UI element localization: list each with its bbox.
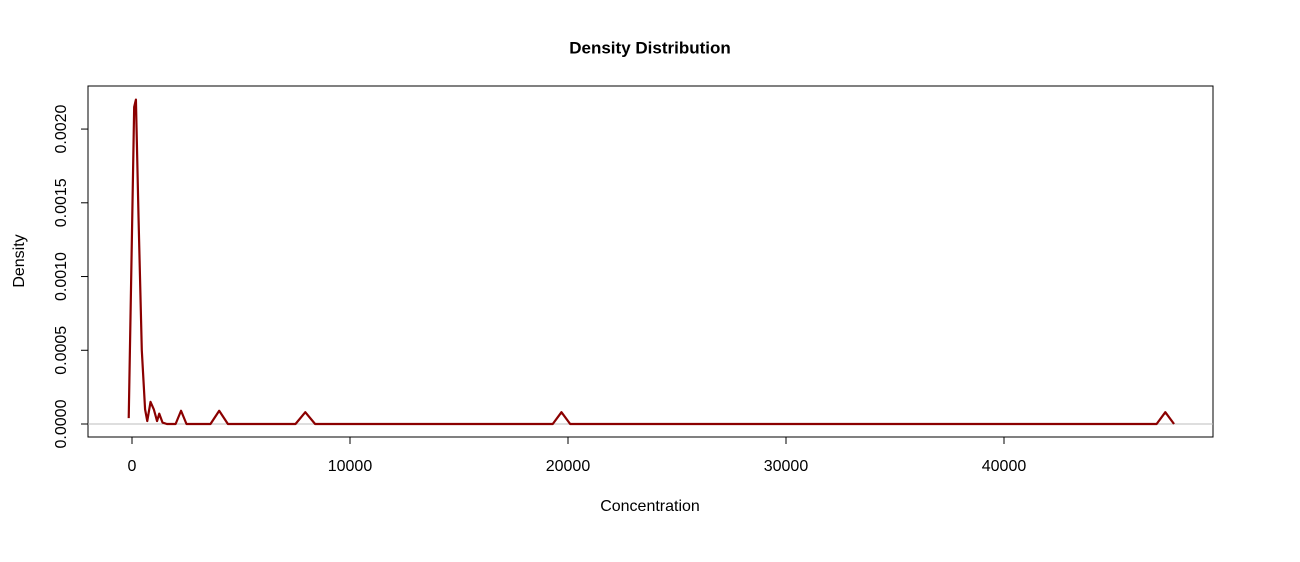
x-tick-label: 0: [128, 458, 137, 475]
x-tick-label: 20000: [546, 458, 591, 475]
y-tick-label: 0.0010: [53, 252, 70, 301]
chart-title: Density Distribution: [569, 38, 731, 57]
x-tick-label: 30000: [764, 458, 809, 475]
y-tick-label: 0.0000: [53, 399, 70, 448]
y-axis-label: Density: [11, 234, 28, 287]
density-line: [127, 98, 1175, 426]
y-tick-label: 0.0005: [53, 326, 70, 375]
y-tick-label: 0.0020: [53, 104, 70, 153]
y-tick-label: 0.0015: [53, 178, 70, 227]
plot-box: [87, 85, 1214, 438]
x-tick-label: 40000: [982, 458, 1027, 475]
x-tick-label: 10000: [328, 458, 373, 475]
x-axis-label: Concentration: [600, 498, 700, 515]
